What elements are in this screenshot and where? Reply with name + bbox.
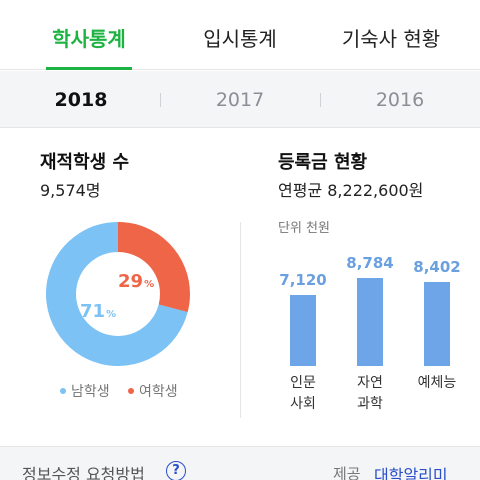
year-tab-2017[interactable]: 2017	[215, 89, 265, 111]
year-tab-2016[interactable]: 2016	[375, 89, 425, 111]
info-correction-request-link[interactable]: 정보수정 요청방법	[22, 465, 145, 480]
tab-academic-stats[interactable]: 학사통계	[52, 27, 126, 51]
bar-label-arts-physical: 예체능	[417, 375, 457, 391]
help-icon[interactable]: ?	[166, 461, 186, 480]
students-total: 9,574명	[40, 181, 101, 200]
year-selector: 2018 2017 2016	[0, 71, 480, 128]
bar-label-humanities: 인문 사회	[290, 375, 316, 412]
provided-by-label: 제공	[333, 465, 361, 480]
tab-admission-stats[interactable]: 입시통계	[203, 27, 277, 51]
tuition-average: 연평균 8,222,600원	[278, 181, 424, 200]
year-divider	[160, 93, 161, 107]
year-tab-2018[interactable]: 2018	[54, 89, 108, 111]
legend-dot-male	[60, 388, 66, 394]
bar-natural-science	[357, 278, 383, 366]
legend-female: 여학생	[128, 381, 178, 401]
footer-bar: 정보수정 요청방법 ? 제공 대학알리미	[0, 446, 480, 480]
bar-humanities	[290, 294, 316, 366]
bar-label-natural-science: 자연 과학	[357, 375, 383, 412]
provider-link[interactable]: 대학알리미	[374, 466, 448, 480]
tab-dormitory-status[interactable]: 기숙사 현황	[341, 27, 441, 51]
gender-donut-chart	[46, 222, 190, 366]
year-divider	[320, 93, 321, 107]
bar-arts-physical	[424, 281, 450, 366]
students-title: 재적학생 수	[40, 152, 130, 173]
active-tab-indicator	[46, 67, 132, 70]
male-percent-label: 71%	[80, 301, 117, 322]
stats-tab-bar: 학사통계 입시통계 기숙사 현황	[0, 0, 480, 70]
legend-male: 남학생	[60, 381, 110, 401]
legend-dot-female	[128, 388, 134, 394]
bar-value-natural-science: 8,784	[346, 254, 394, 272]
female-percent-label: 29%	[118, 271, 155, 292]
bar-value-humanities: 7,120	[279, 270, 327, 289]
tuition-title: 등록금 현황	[278, 152, 368, 173]
donut-segment-female	[46, 222, 190, 366]
section-divider	[240, 222, 241, 418]
bar-value-arts-physical: 8,402	[413, 257, 461, 276]
tuition-unit-label: 단위 천원	[278, 221, 330, 236]
